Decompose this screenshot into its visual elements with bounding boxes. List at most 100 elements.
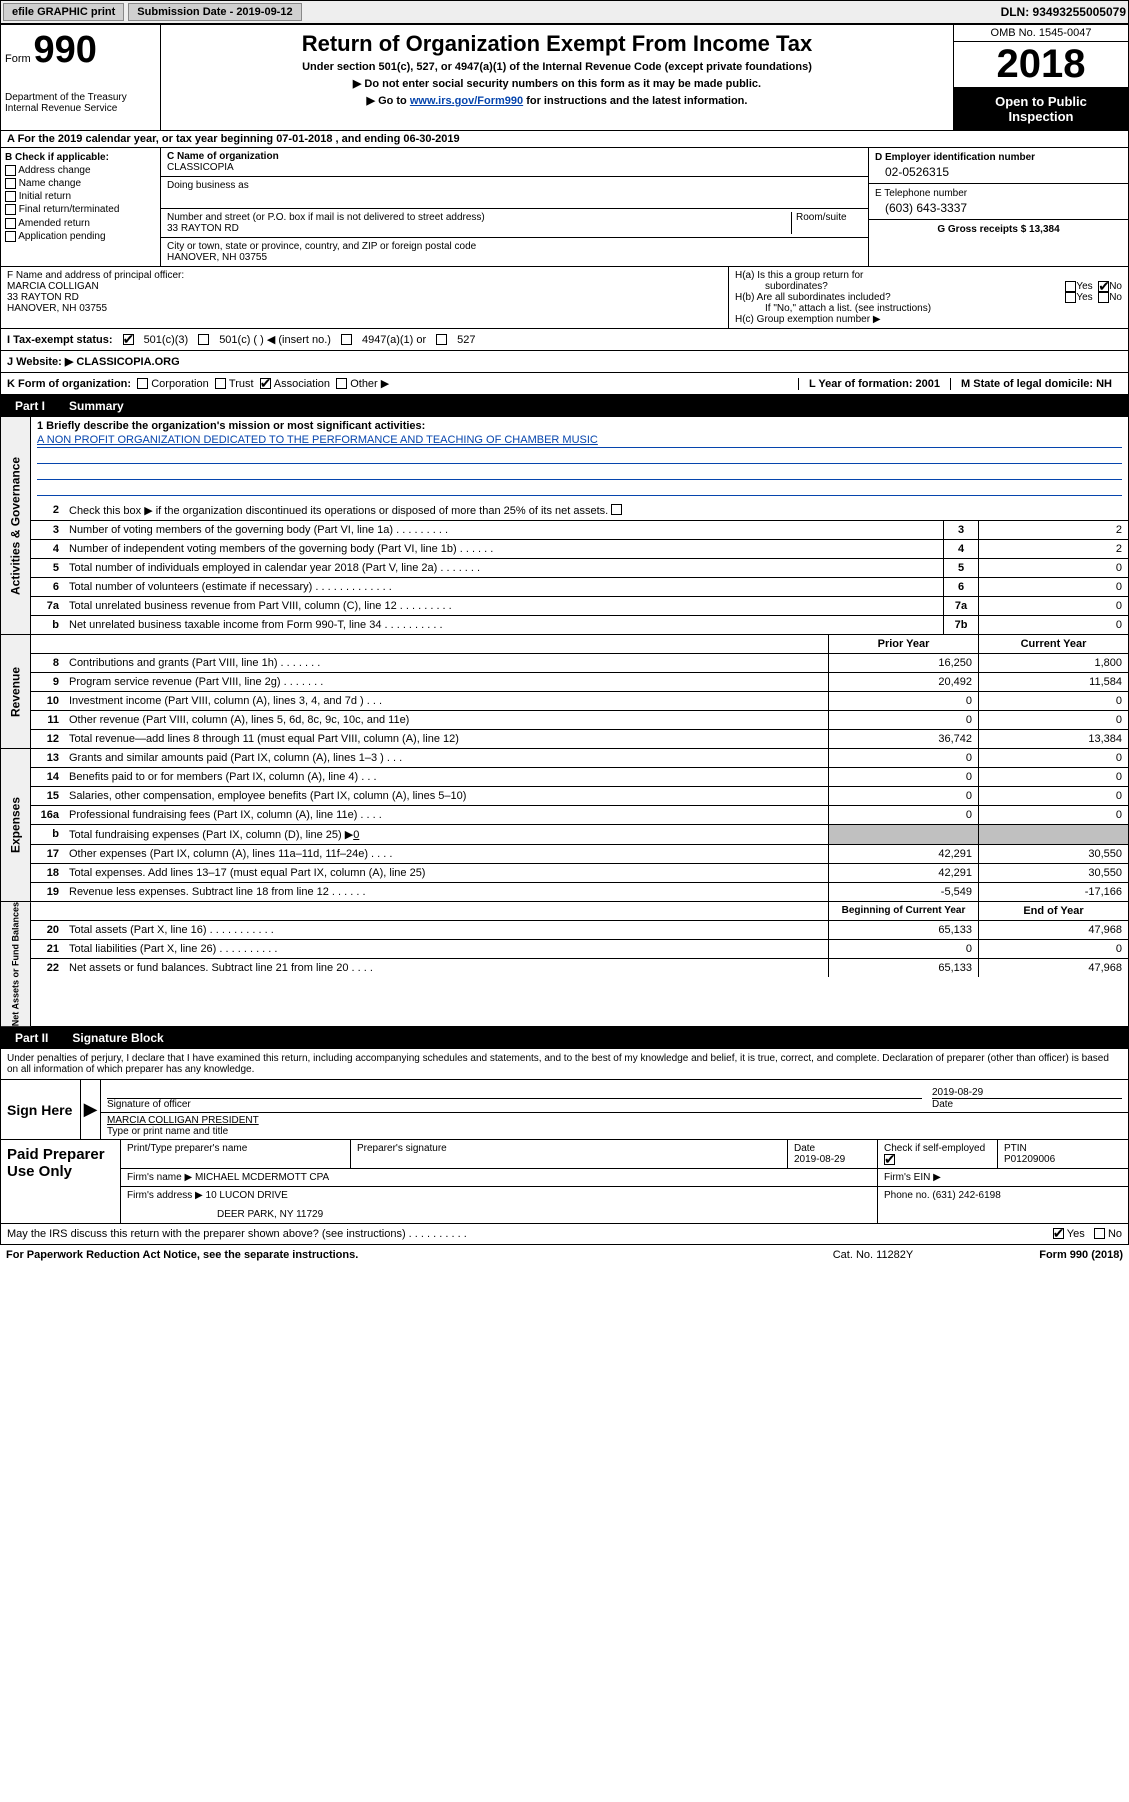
beginning-hdr: Beginning of Current Year bbox=[828, 902, 978, 920]
val-7b: 0 bbox=[978, 616, 1128, 634]
tab-net-assets: Net Assets or Fund Balances bbox=[1, 902, 31, 1026]
line-5-text: Total number of individuals employed in … bbox=[65, 559, 943, 577]
cb-hb-no[interactable] bbox=[1098, 292, 1109, 303]
p17: 42,291 bbox=[828, 845, 978, 863]
cb-discuss-yes[interactable] bbox=[1053, 1228, 1064, 1239]
hb-note: If "No," attach a list. (see instruction… bbox=[735, 303, 1122, 314]
mission-blank2 bbox=[37, 466, 1122, 480]
c-name-row: C Name of organization CLASSICOPIA bbox=[161, 148, 868, 177]
527-label: 527 bbox=[457, 334, 475, 346]
p15: 0 bbox=[828, 787, 978, 805]
c8: 1,800 bbox=[978, 654, 1128, 672]
part-ii-header: Part II Signature Block bbox=[0, 1027, 1129, 1049]
ha-label: H(a) Is this a group return for bbox=[735, 270, 1122, 281]
signature-block: Under penalties of perjury, I declare th… bbox=[0, 1049, 1129, 1140]
501c3-label: 501(c)(3) bbox=[144, 334, 189, 346]
c9: 11,584 bbox=[978, 673, 1128, 691]
paid-preparer-block: Paid Preparer Use Only Print/Type prepar… bbox=[0, 1140, 1129, 1224]
p19: -5,549 bbox=[828, 883, 978, 901]
firm-ein-label: Firm's EIN ▶ bbox=[878, 1169, 1128, 1186]
p12: 36,742 bbox=[828, 730, 978, 748]
trust-label: Trust bbox=[229, 378, 254, 390]
col-c-org-info: C Name of organization CLASSICOPIA Doing… bbox=[161, 148, 868, 266]
cb-final-return[interactable]: Final return/terminated bbox=[5, 204, 156, 215]
cb-trust[interactable] bbox=[215, 378, 226, 389]
assoc-label: Association bbox=[274, 378, 330, 390]
g-gross-receipts: G Gross receipts $ 13,384 bbox=[869, 220, 1128, 239]
cb-amended-return[interactable]: Amended return bbox=[5, 218, 156, 229]
open-line2: Inspection bbox=[958, 109, 1124, 124]
p16b-shade bbox=[828, 825, 978, 844]
b21: 0 bbox=[828, 940, 978, 958]
line-6-text: Total number of volunteers (estimate if … bbox=[65, 578, 943, 596]
c-street-row: Number and street (or P.O. box if mail i… bbox=[161, 209, 868, 238]
cb-4947[interactable] bbox=[341, 334, 352, 345]
line-13-text: Grants and similar amounts paid (Part IX… bbox=[65, 749, 828, 767]
open-line1: Open to Public bbox=[958, 94, 1124, 109]
cb-corporation[interactable] bbox=[137, 378, 148, 389]
instr-goto-pre: ▶ Go to bbox=[367, 95, 410, 107]
line-17-text: Other expenses (Part IX, column (A), lin… bbox=[65, 845, 828, 863]
form-number-box: Form 990 Department of the Treasury Inte… bbox=[1, 25, 161, 130]
cb-other[interactable] bbox=[336, 378, 347, 389]
irs-link[interactable]: www.irs.gov/Form990 bbox=[410, 95, 523, 107]
line-2-text: Check this box ▶ if the organization dis… bbox=[69, 505, 608, 517]
cb-initial-return[interactable]: Initial return bbox=[5, 191, 156, 202]
h-group-return: H(a) Is this a group return for subordin… bbox=[728, 267, 1128, 328]
cb-name-change[interactable]: Name change bbox=[5, 178, 156, 189]
row-i-tax-status: I Tax-exempt status: 501(c)(3) 501(c) ( … bbox=[0, 329, 1129, 351]
part-i-label: Part I bbox=[1, 396, 59, 416]
title-box: Return of Organization Exempt From Incom… bbox=[161, 25, 953, 130]
mission-blank3 bbox=[37, 482, 1122, 496]
cb-ha-no[interactable] bbox=[1098, 281, 1109, 292]
f-label: F Name and address of principal officer: bbox=[7, 270, 722, 281]
tax-year: 2018 bbox=[954, 42, 1128, 88]
instr-goto: ▶ Go to www.irs.gov/Form990 for instruct… bbox=[167, 94, 947, 107]
row-k-lm: K Form of organization: Corporation Trus… bbox=[0, 373, 1129, 395]
cb-hb-yes[interactable] bbox=[1065, 292, 1076, 303]
cb-application-pending[interactable]: Application pending bbox=[5, 231, 156, 242]
form-header: Form 990 Department of the Treasury Inte… bbox=[0, 24, 1129, 131]
line-11-text: Other revenue (Part VIII, column (A), li… bbox=[65, 711, 828, 729]
cb-501c[interactable] bbox=[198, 334, 209, 345]
efile-button[interactable]: efile GRAPHIC print bbox=[3, 3, 124, 21]
val-4: 2 bbox=[978, 540, 1128, 558]
cb-discuss-no[interactable] bbox=[1094, 1228, 1105, 1239]
e-phone-row: E Telephone number (603) 643-3337 bbox=[869, 184, 1128, 220]
cb-association[interactable] bbox=[260, 378, 271, 389]
type-name-label: Type or print name and title bbox=[107, 1126, 228, 1137]
tab-governance: Activities & Governance bbox=[1, 417, 31, 634]
c17: 30,550 bbox=[978, 845, 1128, 863]
prep-date-label: Date bbox=[794, 1143, 871, 1154]
cb-527[interactable] bbox=[436, 334, 447, 345]
officer-name: MARCIA COLLIGAN bbox=[7, 281, 722, 292]
sig-date-value: 2019-08-29 bbox=[932, 1087, 1122, 1098]
prep-date-value: 2019-08-29 bbox=[794, 1154, 871, 1165]
cb-501c3[interactable] bbox=[123, 334, 134, 345]
line-3-text: Number of voting members of the governin… bbox=[65, 521, 943, 539]
ein-label: D Employer identification number bbox=[875, 152, 1122, 163]
line-10-text: Investment income (Part VIII, column (A)… bbox=[65, 692, 828, 710]
section-bcde: B Check if applicable: Address change Na… bbox=[0, 148, 1129, 267]
mission-text[interactable]: A NON PROFIT ORGANIZATION DEDICATED TO T… bbox=[37, 434, 598, 446]
firm-addr2: DEER PARK, NY 11729 bbox=[127, 1201, 871, 1220]
p9: 20,492 bbox=[828, 673, 978, 691]
cb-address-change[interactable]: Address change bbox=[5, 165, 156, 176]
bottom-row: For Paperwork Reduction Act Notice, see … bbox=[0, 1245, 1129, 1265]
val-5: 0 bbox=[978, 559, 1128, 577]
firm-name-label: Firm's name ▶ bbox=[127, 1172, 192, 1183]
instr-ssn: ▶ Do not enter social security numbers o… bbox=[167, 77, 947, 90]
submission-button[interactable]: Submission Date - 2019-09-12 bbox=[128, 3, 301, 21]
cb-self-employed[interactable] bbox=[884, 1154, 895, 1165]
hb-label: H(b) Are all subordinates included? bbox=[735, 292, 1065, 303]
row-a-dates: A For the 2019 calendar year, or tax yea… bbox=[0, 131, 1129, 148]
mission-block: 1 Briefly describe the organization's mi… bbox=[31, 417, 1128, 501]
cb-ha-yes[interactable] bbox=[1065, 281, 1076, 292]
c15: 0 bbox=[978, 787, 1128, 805]
cb-line2[interactable] bbox=[611, 504, 622, 515]
firm-name-value: MICHAEL MCDERMOTT CPA bbox=[195, 1172, 329, 1183]
line-7a-text: Total unrelated business revenue from Pa… bbox=[65, 597, 943, 615]
c-dba-row: Doing business as bbox=[161, 177, 868, 209]
line-14-text: Benefits paid to or for members (Part IX… bbox=[65, 768, 828, 786]
discuss-yes: Yes bbox=[1067, 1228, 1085, 1240]
